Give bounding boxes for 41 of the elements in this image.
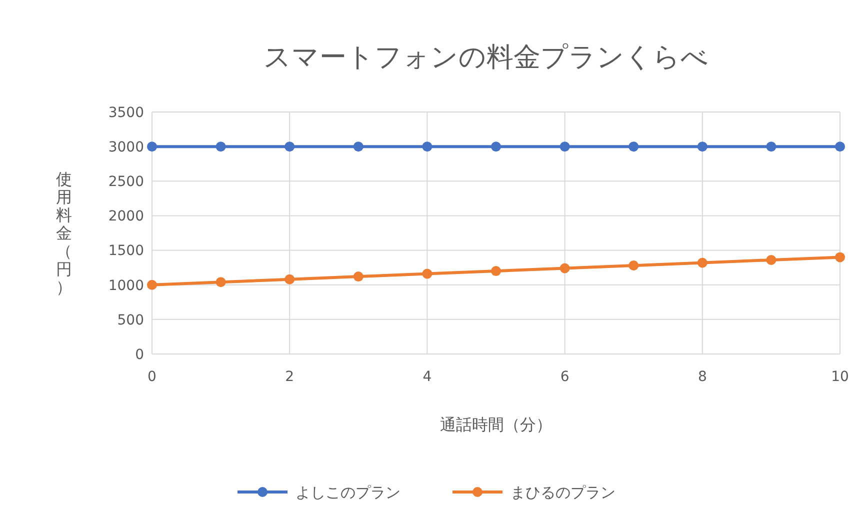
y-tick-label: 500 [117, 312, 144, 328]
point [147, 280, 157, 290]
y-tick-label: 3000 [108, 139, 144, 156]
point [422, 268, 432, 279]
y-tick-label: 1000 [108, 278, 144, 294]
point [766, 254, 776, 265]
point [284, 274, 295, 284]
x-tick-label: 4 [422, 369, 432, 385]
point [491, 266, 501, 276]
legend-label: まひるのプラン [510, 483, 616, 502]
point [560, 263, 570, 274]
point [835, 252, 845, 262]
point [353, 272, 364, 282]
point [284, 142, 295, 152]
point [697, 258, 708, 268]
point [491, 142, 501, 152]
point [628, 142, 639, 152]
x-axis-title: 通話時間（分） [440, 415, 552, 434]
y-tick-label: 3500 [108, 104, 144, 121]
x-tick-label: 10 [831, 369, 849, 385]
point [697, 142, 708, 152]
chart-title: スマートフォンの料金プランくらべ [264, 42, 708, 73]
point [628, 260, 639, 270]
x-tick-label: 2 [285, 369, 294, 385]
y-axis-title: 使用料金（円） [56, 170, 72, 297]
y-tick-label: 0 [135, 346, 144, 363]
x-tick-label: 6 [560, 369, 570, 385]
y-tick-label: 1500 [108, 243, 144, 260]
point [353, 142, 364, 152]
point [216, 277, 226, 288]
point [216, 142, 226, 152]
x-tick-label: 8 [698, 369, 707, 385]
point [147, 142, 157, 152]
point [560, 142, 570, 152]
legend-label: よしこのプラン [296, 483, 400, 502]
point [422, 142, 432, 152]
x-tick-label: 0 [148, 369, 156, 385]
y-tick-label: 2000 [108, 208, 144, 225]
y-tick-label: 2500 [108, 174, 144, 190]
point [835, 142, 845, 152]
point [766, 142, 776, 152]
